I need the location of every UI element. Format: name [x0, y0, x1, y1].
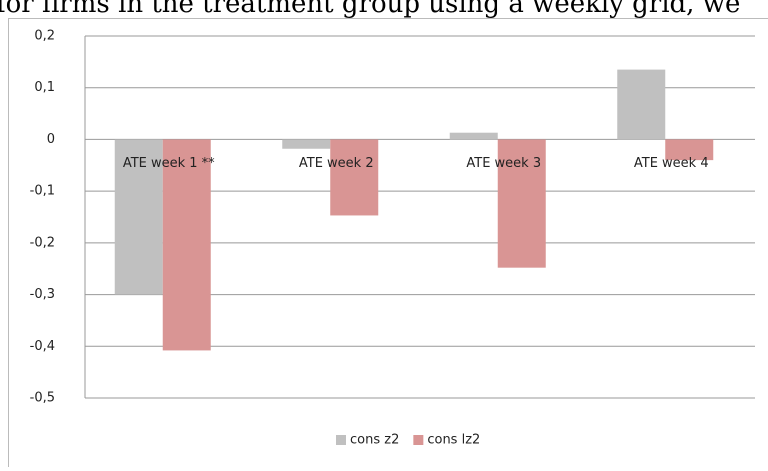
bar	[163, 139, 211, 350]
bar	[282, 139, 330, 148]
y-tick-label: 0,2	[34, 29, 55, 44]
legend-label: cons z2	[350, 433, 399, 448]
caption: for firms in the treatment group using a…	[0, 0, 740, 19]
bar	[330, 139, 378, 215]
x-tick-label: ATE week 4	[634, 156, 709, 171]
x-tick-label: ATE week 1 **	[123, 156, 215, 171]
bar	[450, 133, 498, 140]
x-tick-label: ATE week 2	[299, 156, 374, 171]
x-tick-label: ATE week 3	[466, 156, 541, 171]
bar	[617, 70, 665, 140]
y-tick-label: 0	[47, 132, 55, 147]
y-tick-label: -0,1	[30, 184, 55, 199]
y-tick-label: -0,4	[30, 339, 55, 354]
legend-swatch	[336, 435, 346, 445]
legend-swatch	[413, 435, 423, 445]
y-tick-label: 0,1	[34, 80, 55, 95]
y-tick-label: -0,2	[30, 235, 55, 250]
y-tick-label: -0,5	[30, 391, 55, 406]
y-tick-label: -0,3	[30, 287, 55, 302]
legend-label: cons lz2	[427, 433, 480, 448]
